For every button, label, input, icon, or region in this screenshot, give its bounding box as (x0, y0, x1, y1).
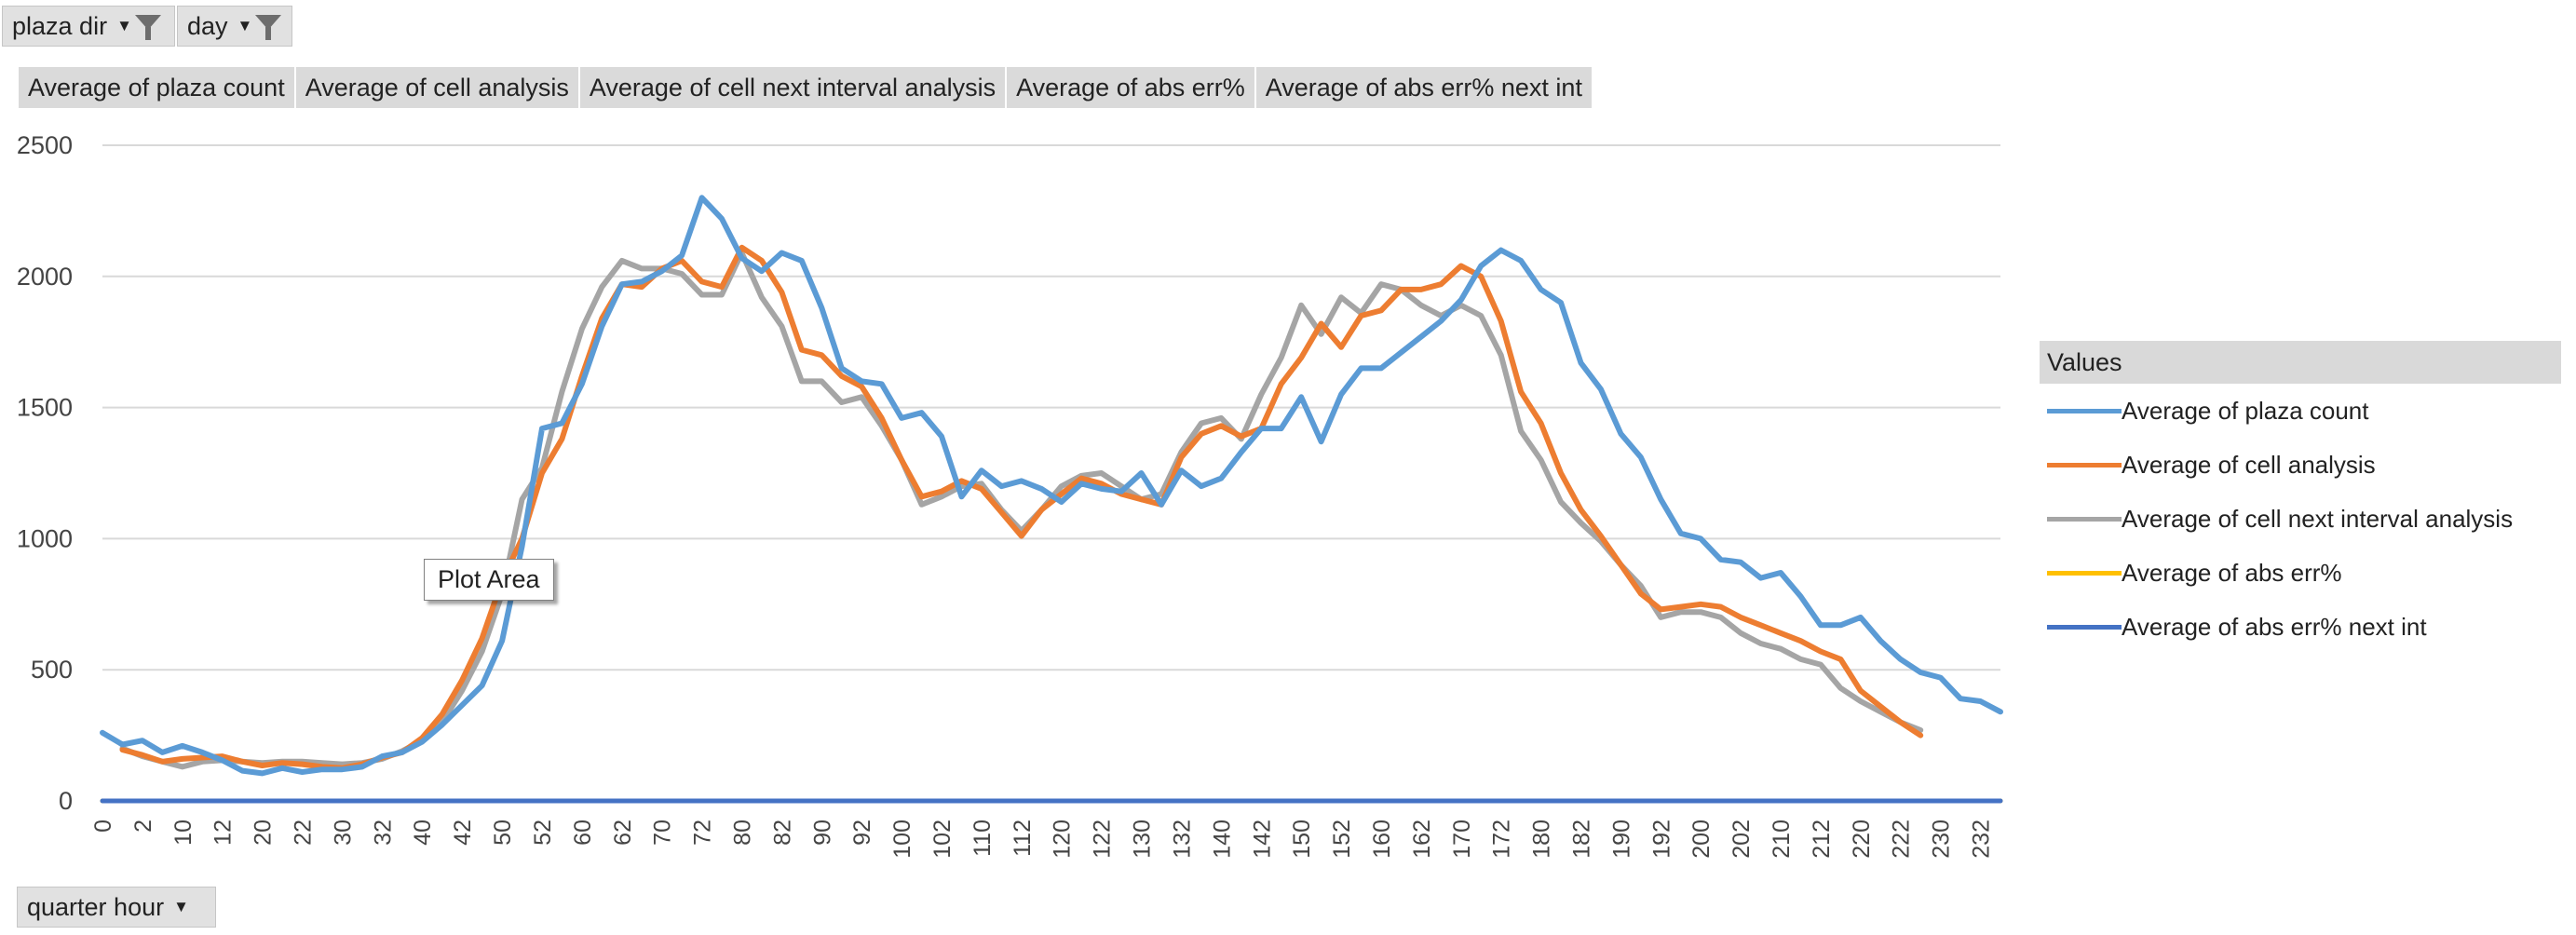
legend-item[interactable]: Average of abs err% next int (2040, 600, 2561, 654)
x-tick-label: 162 (1409, 820, 1435, 859)
y-tick-label: 2000 (17, 263, 73, 291)
x-tick-label: 220 (1849, 820, 1875, 859)
y-tick-label: 2500 (17, 131, 73, 159)
dropdown-arrow-icon: ▼ (173, 898, 189, 915)
legend-swatch (2047, 462, 2122, 468)
x-tick-label: 230 (1929, 820, 1955, 859)
x-tick-label: 42 (450, 820, 476, 846)
x-tick-label: 192 (1648, 820, 1674, 859)
value-field-abs-err[interactable]: Average of abs err% (1007, 67, 1256, 108)
series-line-1 (100, 195, 2003, 777)
x-tick-label: 2 (130, 820, 156, 833)
legend-label: Average of abs err% (2122, 558, 2342, 587)
x-tick-label: 112 (1010, 820, 1036, 857)
x-tick-label: 30 (330, 820, 356, 846)
x-tick-label: 170 (1449, 820, 1475, 859)
x-tick-label: 200 (1688, 820, 1715, 859)
x-tick-label: 232 (1969, 820, 1995, 859)
y-tick-label: 500 (31, 656, 73, 684)
value-field-abs-err-next[interactable]: Average of abs err% next int (1255, 67, 1593, 108)
axis-field-label: quarter hour (27, 892, 165, 921)
legend-label: Average of plaza count (2122, 396, 2369, 425)
x-tick-label: 202 (1729, 820, 1755, 859)
value-fields-bar: Average of plaza count Average of cell a… (19, 67, 1593, 108)
filter-day-button[interactable]: day ▼ (177, 6, 292, 47)
series-line-2 (119, 244, 1924, 771)
legend-swatch (2047, 408, 2122, 413)
x-tick-label: 92 (849, 820, 875, 846)
legend-label: Average of cell analysis (2122, 450, 2376, 479)
filter-plaza-dir-button[interactable]: plaza dir ▼ (2, 6, 175, 47)
filter-day-label: day (187, 11, 228, 40)
x-tick-label: 90 (809, 820, 835, 846)
y-tick-label: 1500 (17, 394, 73, 422)
x-tick-label: 22 (291, 820, 317, 846)
x-tick-label: 110 (969, 820, 996, 857)
x-tick-label: 40 (410, 820, 436, 846)
legend-label: Average of abs err% next int (2122, 612, 2427, 641)
x-tick-label: 20 (251, 820, 277, 846)
x-tick-label: 140 (1209, 820, 1235, 859)
x-tick-label: 132 (1169, 820, 1195, 859)
legend-label: Average of cell next interval analysis (2122, 504, 2514, 533)
x-tick-label: 152 (1329, 820, 1355, 859)
axis-field-quarter-hour-button[interactable]: quarter hour ▼ (17, 887, 216, 928)
x-tick-label: 142 (1249, 820, 1275, 859)
x-tick-label: 60 (570, 820, 596, 846)
x-tick-label: 212 (1809, 820, 1835, 859)
legend-title: Values (2040, 341, 2561, 384)
filter-funnel-icon (132, 12, 161, 41)
x-tick-label: 62 (610, 820, 636, 846)
x-tick-label: 122 (1090, 820, 1116, 859)
legend-swatch (2047, 624, 2122, 630)
x-tick-label: 10 (170, 820, 197, 846)
x-tick-label: 70 (650, 820, 676, 846)
x-tick-label: 210 (1769, 820, 1795, 859)
x-tick-label: 222 (1889, 820, 1915, 859)
x-tick-label: 130 (1130, 820, 1156, 859)
x-tick-label: 172 (1489, 820, 1515, 859)
x-tick-label: 82 (769, 820, 795, 846)
filter-plaza-dir-label: plaza dir (12, 11, 108, 40)
x-tick-label: 120 (1050, 820, 1076, 859)
y-tick-label: 1000 (17, 524, 73, 552)
x-tick-label: 80 (729, 820, 755, 846)
legend-item[interactable]: Average of abs err% (2040, 546, 2561, 600)
x-tick-label: 52 (530, 820, 556, 846)
value-field-cell-analysis[interactable]: Average of cell analysis (295, 67, 580, 108)
x-tick-label: 182 (1568, 820, 1594, 859)
chart-legend[interactable]: Values Average of plaza count Average of … (2040, 341, 2561, 654)
x-tick-label: 50 (490, 820, 516, 846)
x-tick-label: 0 (90, 820, 116, 833)
legend-swatch (2047, 516, 2122, 522)
x-tick-label: 100 (889, 820, 915, 859)
x-tick-label: 102 (929, 820, 956, 859)
filter-funnel-icon (252, 12, 282, 41)
value-field-plaza-count[interactable]: Average of plaza count (19, 67, 296, 108)
series-line-3 (119, 250, 1924, 770)
x-tick-label: 72 (690, 820, 716, 846)
x-tick-label: 12 (210, 820, 237, 846)
x-tick-label: 160 (1369, 820, 1395, 859)
legend-swatch (2047, 570, 2122, 576)
plot-area-tooltip: Plot Area (424, 559, 554, 601)
x-tick-label: 180 (1529, 820, 1555, 859)
x-tick-label: 32 (370, 820, 396, 846)
x-tick-label: 150 (1289, 820, 1315, 859)
dropdown-arrow-icon: ▼ (116, 17, 132, 34)
y-tick-label: 0 (59, 787, 73, 815)
x-tick-label: 190 (1608, 820, 1634, 859)
legend-item[interactable]: Average of cell next interval analysis (2040, 492, 2561, 546)
dropdown-arrow-icon: ▼ (237, 17, 253, 34)
legend-item[interactable]: Average of cell analysis (2040, 438, 2561, 492)
value-field-cell-next-interval[interactable]: Average of cell next interval analysis (579, 67, 1008, 108)
legend-item[interactable]: Average of plaza count (2040, 384, 2561, 438)
